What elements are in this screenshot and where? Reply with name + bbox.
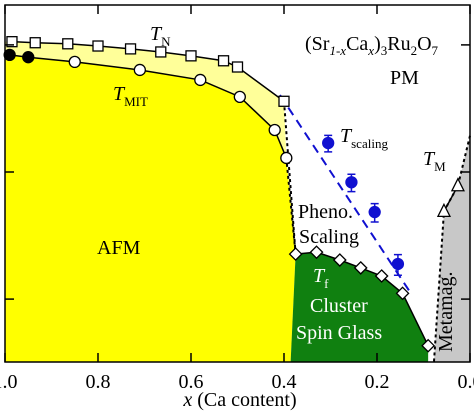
x-tick-label: 0.4	[272, 371, 297, 393]
phase-label: Scaling	[299, 226, 359, 248]
triangle-marker	[436, 202, 452, 218]
boundary-line	[283, 101, 297, 255]
plot-frame	[4, 4, 471, 363]
label-sub: M	[434, 159, 446, 174]
glass-region	[290, 252, 429, 362]
tmit-label: TMIT	[113, 83, 148, 109]
title-part: 1-x	[329, 43, 346, 58]
x-tick-label: 0.2	[365, 371, 390, 393]
diamond-marker	[374, 269, 389, 283]
square-marker	[278, 95, 290, 107]
circle-marker	[22, 51, 35, 64]
phase-label: Spin Glass	[296, 322, 382, 344]
series-line	[11, 40, 285, 102]
phase-regions	[5, 41, 471, 363]
chart-title: (Sr1-xCax)3Ru2O7	[305, 33, 439, 58]
circle-marker	[322, 136, 335, 150]
diamond-marker	[353, 260, 368, 275]
label-sub: f	[324, 276, 329, 291]
square-marker	[6, 36, 18, 48]
title-part: Ca	[346, 33, 368, 55]
diamond-marker	[309, 245, 324, 260]
square-marker	[92, 40, 104, 52]
square-marker	[155, 46, 167, 58]
scaling-fit-line	[279, 94, 411, 293]
title-part: Ru	[387, 33, 410, 55]
diamond-marker	[395, 286, 410, 301]
title-part: x	[367, 43, 374, 58]
circle-marker	[368, 205, 381, 219]
title-part: )	[374, 33, 381, 55]
afm-region	[5, 54, 296, 363]
title-part: O	[417, 33, 431, 55]
label-part: (Ca content)	[192, 389, 296, 411]
square-marker	[217, 55, 230, 67]
circle-marker	[3, 48, 16, 61]
tf-label: Tf	[313, 265, 329, 291]
x-tick-label: 0.0	[458, 371, 474, 393]
square-marker	[185, 50, 197, 62]
label-sub: MIT	[124, 94, 148, 109]
circle-marker	[345, 176, 358, 189]
title-part: (Sr	[305, 33, 330, 55]
title-part: 2	[411, 43, 418, 58]
circle-marker	[194, 73, 207, 87]
label-main: T	[113, 83, 126, 105]
label-main: T	[340, 125, 353, 147]
phase-label: AFM	[97, 237, 141, 259]
boundary-line	[285, 157, 297, 255]
tm-label: TM	[423, 148, 446, 174]
phase-label: Metamag.	[435, 271, 457, 352]
title-part: 3	[381, 43, 388, 58]
square-marker	[62, 38, 74, 50]
circle-marker	[391, 257, 405, 271]
label-sub: N	[161, 34, 171, 49]
label-main: T	[423, 148, 436, 170]
label-part: x	[182, 389, 192, 411]
square-marker	[124, 43, 137, 55]
circle-marker	[280, 151, 293, 165]
label-main: T	[150, 23, 163, 45]
tn-label: TN	[150, 23, 171, 49]
x-tick-label: 0.8	[86, 371, 111, 393]
label-sub: scaling	[351, 136, 388, 151]
diamond-marker	[288, 247, 303, 262]
square-marker	[231, 61, 244, 73]
title-part: 7	[432, 43, 439, 58]
tscaling-label: Tscaling	[340, 125, 388, 151]
square-marker	[29, 37, 41, 49]
triangle-marker	[450, 177, 465, 192]
phase-label: Pheno.	[298, 201, 353, 223]
x-tick-label: 0.6	[179, 371, 204, 393]
x-axis-label: x (Ca content)	[182, 389, 296, 411]
circle-marker	[268, 123, 281, 137]
series-line	[9, 54, 288, 159]
circle-marker	[233, 90, 246, 104]
circle-marker	[68, 55, 81, 69]
circle-marker	[133, 63, 147, 77]
diamond-marker	[421, 338, 436, 353]
metamag-region	[433, 135, 470, 362]
intermediate-region	[5, 41, 287, 158]
label-main: T	[313, 265, 326, 287]
diamond-marker	[332, 253, 347, 267]
data-marks	[3, 36, 465, 353]
phase-label: Cluster	[310, 295, 368, 317]
phase-label: PM	[390, 67, 419, 89]
x-tick-label: 1.0	[0, 371, 18, 393]
